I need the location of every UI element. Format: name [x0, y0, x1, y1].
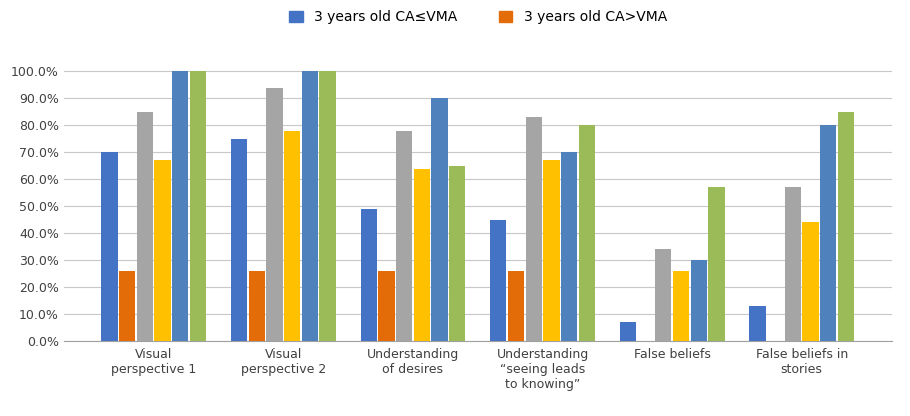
Bar [820, 125, 836, 341]
Bar [620, 322, 636, 341]
Bar [190, 72, 207, 341]
Bar [784, 188, 801, 341]
Bar [579, 125, 595, 341]
Bar [155, 161, 171, 341]
Bar [414, 168, 430, 341]
Bar [691, 260, 707, 341]
Bar [267, 88, 283, 341]
Bar [172, 72, 188, 341]
Bar [490, 220, 507, 341]
Bar [379, 271, 395, 341]
Bar [231, 139, 248, 341]
Bar [803, 223, 819, 341]
Bar [101, 152, 117, 341]
Bar [749, 306, 765, 341]
Bar [449, 166, 465, 341]
Bar [119, 271, 136, 341]
Bar [838, 112, 854, 341]
Bar [396, 131, 412, 341]
Bar [561, 152, 577, 341]
Bar [508, 271, 524, 341]
Bar [708, 188, 724, 341]
Bar [431, 99, 448, 341]
Bar [655, 250, 672, 341]
Bar [526, 117, 541, 341]
Bar [672, 271, 689, 341]
Bar [360, 209, 377, 341]
Bar [302, 72, 318, 341]
Bar [136, 112, 153, 341]
Bar [248, 271, 265, 341]
Bar [543, 161, 560, 341]
Bar [284, 131, 300, 341]
Bar [319, 72, 336, 341]
Legend: 3 years old CA≤VMA, 3 years old CA>VMA: 3 years old CA≤VMA, 3 years old CA>VMA [288, 10, 667, 24]
